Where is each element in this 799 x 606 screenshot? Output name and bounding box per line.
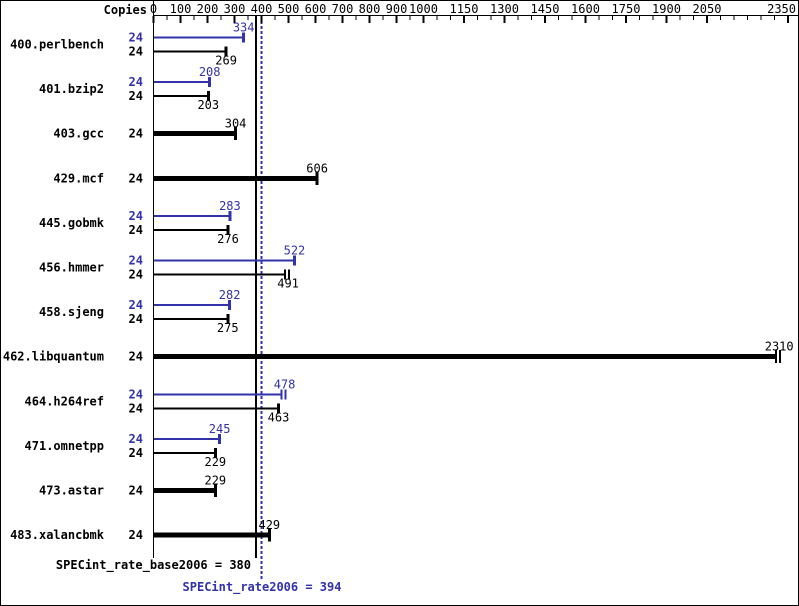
axis-tick-label: 0	[150, 2, 157, 16]
benchmark-label: 401.bzip2	[39, 82, 104, 96]
copies-value: 24	[129, 350, 143, 364]
axis-tick-label: 600	[305, 2, 327, 16]
benchmark-label: 471.omnetpp	[25, 439, 104, 453]
copies-value: 24	[129, 89, 143, 103]
peak-value-label: 334	[233, 21, 255, 35]
copies-value: 24	[129, 171, 143, 185]
copies-value: 24	[129, 31, 143, 45]
base-value-label: 491	[277, 277, 299, 291]
peak-value-label: 478	[274, 377, 296, 391]
axis-tick-label: 900	[386, 2, 408, 16]
axis-tick-label: 400	[251, 2, 273, 16]
copies-column-header: Copies	[103, 3, 147, 17]
copies-value: 24	[129, 528, 143, 542]
benchmark-label: 464.h264ref	[25, 394, 104, 408]
copies-value: 24	[129, 223, 143, 237]
axis-tick-label: 1900	[652, 2, 681, 16]
copies-value: 24	[129, 401, 143, 415]
peak-value-label: 208	[199, 65, 221, 79]
copies-value: 24	[129, 45, 143, 59]
benchmark-label: 445.gobmk	[39, 216, 105, 230]
copies-value: 24	[129, 446, 143, 460]
axis-tick-label: 2050	[693, 2, 722, 16]
base-value-label: 275	[217, 321, 239, 335]
copies-value: 24	[129, 127, 143, 141]
peak-value-label: 283	[219, 199, 241, 213]
copies-value: 24	[129, 387, 143, 401]
axis-tick-label: 1300	[490, 2, 519, 16]
base-value-label: 269	[215, 54, 237, 68]
axis-tick-label: 1750	[612, 2, 641, 16]
benchmark-label: 429.mcf	[53, 171, 104, 185]
peak-value-label: 282	[219, 288, 241, 302]
copies-value: 24	[129, 209, 143, 223]
copies-value: 24	[129, 312, 143, 326]
benchmark-label: 473.astar	[39, 484, 104, 498]
base-value-label: 276	[217, 232, 239, 246]
axis-tick-label: 1600	[571, 2, 600, 16]
axis-tick-label: 1450	[531, 2, 560, 16]
benchmark-label: 403.gcc	[53, 127, 104, 141]
base-value-label: 203	[197, 98, 219, 112]
axis-tick-label: 800	[359, 2, 381, 16]
axis-tick-label: 1000	[409, 2, 438, 16]
copies-value: 24	[129, 75, 143, 89]
peak-value-label: 522	[284, 244, 306, 258]
copies-value: 24	[129, 298, 143, 312]
benchmark-label: 462.libquantum	[3, 350, 104, 364]
base-value-label: 229	[204, 455, 226, 469]
benchmark-label: 400.perlbench	[10, 38, 104, 52]
axis-tick-label: 700	[332, 2, 354, 16]
base-value-label: 229	[204, 474, 226, 488]
axis-tick-label: 1150	[450, 2, 479, 16]
base-value-label: 2310	[765, 340, 794, 354]
base-value-label: 429	[258, 518, 280, 532]
copies-value: 24	[129, 268, 143, 282]
benchmark-label: 483.xalancbmk	[10, 528, 105, 542]
benchmark-label: 458.sjeng	[39, 305, 104, 319]
benchmark-label: 456.hmmer	[39, 261, 104, 275]
base-value-label: 463	[268, 410, 290, 424]
copies-value: 24	[129, 432, 143, 446]
axis-tick-label: 200	[197, 2, 219, 16]
base-value-label: 304	[225, 117, 247, 131]
axis-tick-label: 500	[278, 2, 300, 16]
axis-tick-label: 100	[170, 2, 192, 16]
axis-tick-label: 2350	[767, 2, 796, 16]
base-value-label: 606	[306, 161, 328, 175]
axis-tick-label: 300	[224, 2, 246, 16]
base-metric-summary: SPECint_rate_base2006 = 380	[55, 558, 251, 572]
peak-value-label: 245	[209, 422, 231, 436]
peak-metric-summary: SPECint_rate2006 = 394	[182, 580, 342, 594]
copies-value: 24	[129, 254, 143, 268]
copies-value: 24	[129, 484, 143, 498]
